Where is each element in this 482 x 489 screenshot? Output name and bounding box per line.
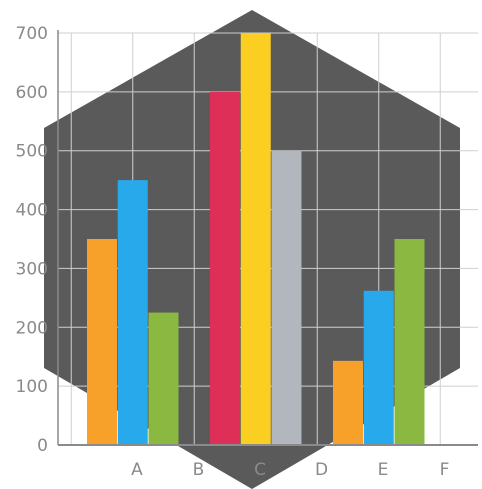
x-category-label: E <box>378 460 389 480</box>
y-tick-label: 600 <box>16 83 48 103</box>
bar-9 <box>394 239 425 445</box>
bar-6 <box>271 150 302 445</box>
x-category-label: F <box>440 460 450 480</box>
axes <box>57 30 478 446</box>
y-tick-label: 200 <box>16 318 48 338</box>
y-tick-label: 100 <box>16 377 48 397</box>
bar-4 <box>210 91 240 445</box>
bar-8 <box>363 290 394 445</box>
bar-3 <box>148 312 179 445</box>
bar-1 <box>87 239 117 445</box>
x-category-label: D <box>315 460 328 480</box>
y-tick-label: 0 <box>37 436 48 456</box>
x-axis-category-labels: A B C D E F <box>131 460 449 480</box>
bar-2 <box>117 180 148 445</box>
y-tick-label: 500 <box>16 142 48 162</box>
x-category-label: C <box>254 460 266 480</box>
x-category-label: B <box>193 460 205 480</box>
bar-series <box>87 33 425 445</box>
bar-5 <box>240 33 271 445</box>
bar-7 <box>333 360 363 445</box>
y-tick-label: 300 <box>16 259 48 279</box>
y-tick-label: 400 <box>16 201 48 221</box>
y-axis-tick-labels: 0 100 200 300 400 500 600 700 <box>16 24 48 456</box>
x-category-label: A <box>131 460 143 480</box>
y-tick-label: 700 <box>16 24 48 44</box>
